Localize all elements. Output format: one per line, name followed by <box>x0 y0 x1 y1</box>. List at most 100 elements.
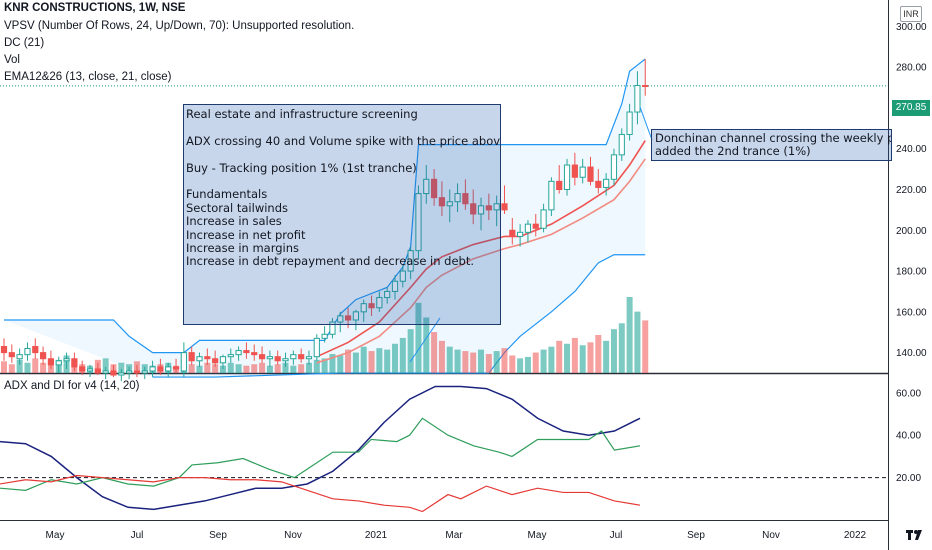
candle-body <box>157 366 164 372</box>
candle-body <box>110 370 117 376</box>
candle-body <box>71 358 78 368</box>
candle-body <box>180 352 187 372</box>
legend-dc[interactable]: DC (21) <box>4 37 45 49</box>
price-axis-tick: 200.00 <box>896 226 927 237</box>
volume-bar <box>8 364 15 373</box>
volume-bar <box>540 349 547 373</box>
candle-body <box>196 356 203 362</box>
donchian-upper-line <box>4 58 646 354</box>
note-line: Sectoral tailwinds <box>186 200 288 215</box>
volume-bar <box>16 359 23 373</box>
note-line: Increase in sales <box>186 214 282 229</box>
candle-body <box>532 223 539 229</box>
note-second[interactable]: Donchinan channel crossing the weekly pr… <box>651 129 892 161</box>
candle-body <box>595 180 602 188</box>
candle-body <box>454 193 461 203</box>
candle-body <box>517 231 524 237</box>
legend-ema[interactable]: EMA12&26 (13, close, 21, close) <box>4 71 172 83</box>
candle-body <box>266 356 273 360</box>
candle-body <box>274 356 281 362</box>
candle-body <box>165 366 172 372</box>
candle-body <box>212 358 219 364</box>
candle-body <box>16 354 23 360</box>
candle-body <box>462 193 469 205</box>
candle-body <box>227 354 234 358</box>
price-axis-tick: 240.00 <box>896 144 927 155</box>
volume-bar <box>274 364 281 373</box>
last-price-label: 270.85 <box>892 100 930 116</box>
candle-body <box>571 164 578 178</box>
volume-bar <box>423 317 430 373</box>
note-line: Increase in debt repayment and decrease … <box>186 254 475 269</box>
volume-bar <box>1 361 7 373</box>
volume-bar <box>282 362 289 373</box>
volume-bar <box>251 364 258 373</box>
candle-body <box>344 315 352 321</box>
candle-body <box>305 356 313 360</box>
volume-bar <box>399 337 406 373</box>
candle-body <box>634 85 641 113</box>
note-main[interactable]: Real estate and infrastructure screening… <box>183 104 501 325</box>
volume-bar <box>219 365 226 373</box>
candle-body <box>610 154 618 180</box>
candle-body <box>63 358 70 362</box>
volume-bar <box>376 348 383 373</box>
candle-body <box>8 352 15 358</box>
time-axis-tick: Nov <box>284 530 302 541</box>
volume-bar <box>235 364 242 373</box>
note-line: Buy - Tracking position 1% (1st tranche) <box>186 160 417 175</box>
legend-vol[interactable]: Vol <box>4 54 20 66</box>
price-axis-tick: 220.00 <box>896 185 927 196</box>
volume-bar <box>384 349 391 373</box>
volume-bar <box>243 365 250 373</box>
candle-body <box>133 370 141 374</box>
candle-body <box>251 352 258 356</box>
volume-bar <box>415 302 422 373</box>
candle-body <box>368 303 375 309</box>
volume-bar <box>329 354 336 373</box>
chart-title[interactable]: KNR CONSTRUCTIONS, 1W, NSE <box>4 2 186 14</box>
volume-bar <box>431 332 438 373</box>
volume-bar <box>360 346 367 373</box>
candle-body <box>219 356 227 364</box>
candle-body <box>360 303 367 313</box>
volume-bar <box>196 365 203 373</box>
note-line: Donchinan channel crossing the weekly pr… <box>655 131 891 145</box>
price-axis-tick: 140.00 <box>896 348 927 359</box>
legend-adx[interactable]: ADX and DI for v4 (14, 20) <box>4 380 140 392</box>
volume-bar <box>40 362 47 373</box>
candle-body <box>40 352 47 360</box>
candle-body <box>337 315 344 323</box>
price-axis-tick: 300.00 <box>896 22 927 33</box>
adx-axis-tick: 20.00 <box>896 473 921 484</box>
candle-body <box>579 166 586 178</box>
time-axis-tick: May <box>528 530 547 541</box>
candle-body <box>86 368 94 372</box>
candle-body <box>55 360 62 366</box>
candle-body <box>493 203 500 211</box>
candle-body <box>626 111 633 135</box>
candle-body <box>94 368 101 374</box>
volume-bar <box>227 362 234 373</box>
candle-body <box>313 337 320 358</box>
volume-bar <box>493 351 500 373</box>
volume-bar <box>603 340 610 373</box>
donchian-fill <box>4 59 646 378</box>
currency-badge[interactable]: INR <box>900 6 922 22</box>
ema-slow-line <box>316 158 646 364</box>
candle-body <box>258 354 266 360</box>
price-axis-tick: 280.00 <box>896 63 927 74</box>
candle-body <box>446 201 453 207</box>
adx-series-line <box>0 417 641 491</box>
volume-bar <box>24 362 31 373</box>
volume-bar <box>188 364 195 373</box>
volume-bar <box>368 351 375 373</box>
volume-bar <box>485 354 492 373</box>
volume-bar <box>102 358 109 373</box>
volume-bar <box>321 358 328 373</box>
legend-vpsv[interactable]: VPSV (Number Of Rows, 24, Up/Down, 70): … <box>4 20 355 32</box>
tradingview-logo-icon[interactable] <box>905 528 923 542</box>
note-line: ADX crossing 40 and Volume spike with th… <box>186 133 501 148</box>
